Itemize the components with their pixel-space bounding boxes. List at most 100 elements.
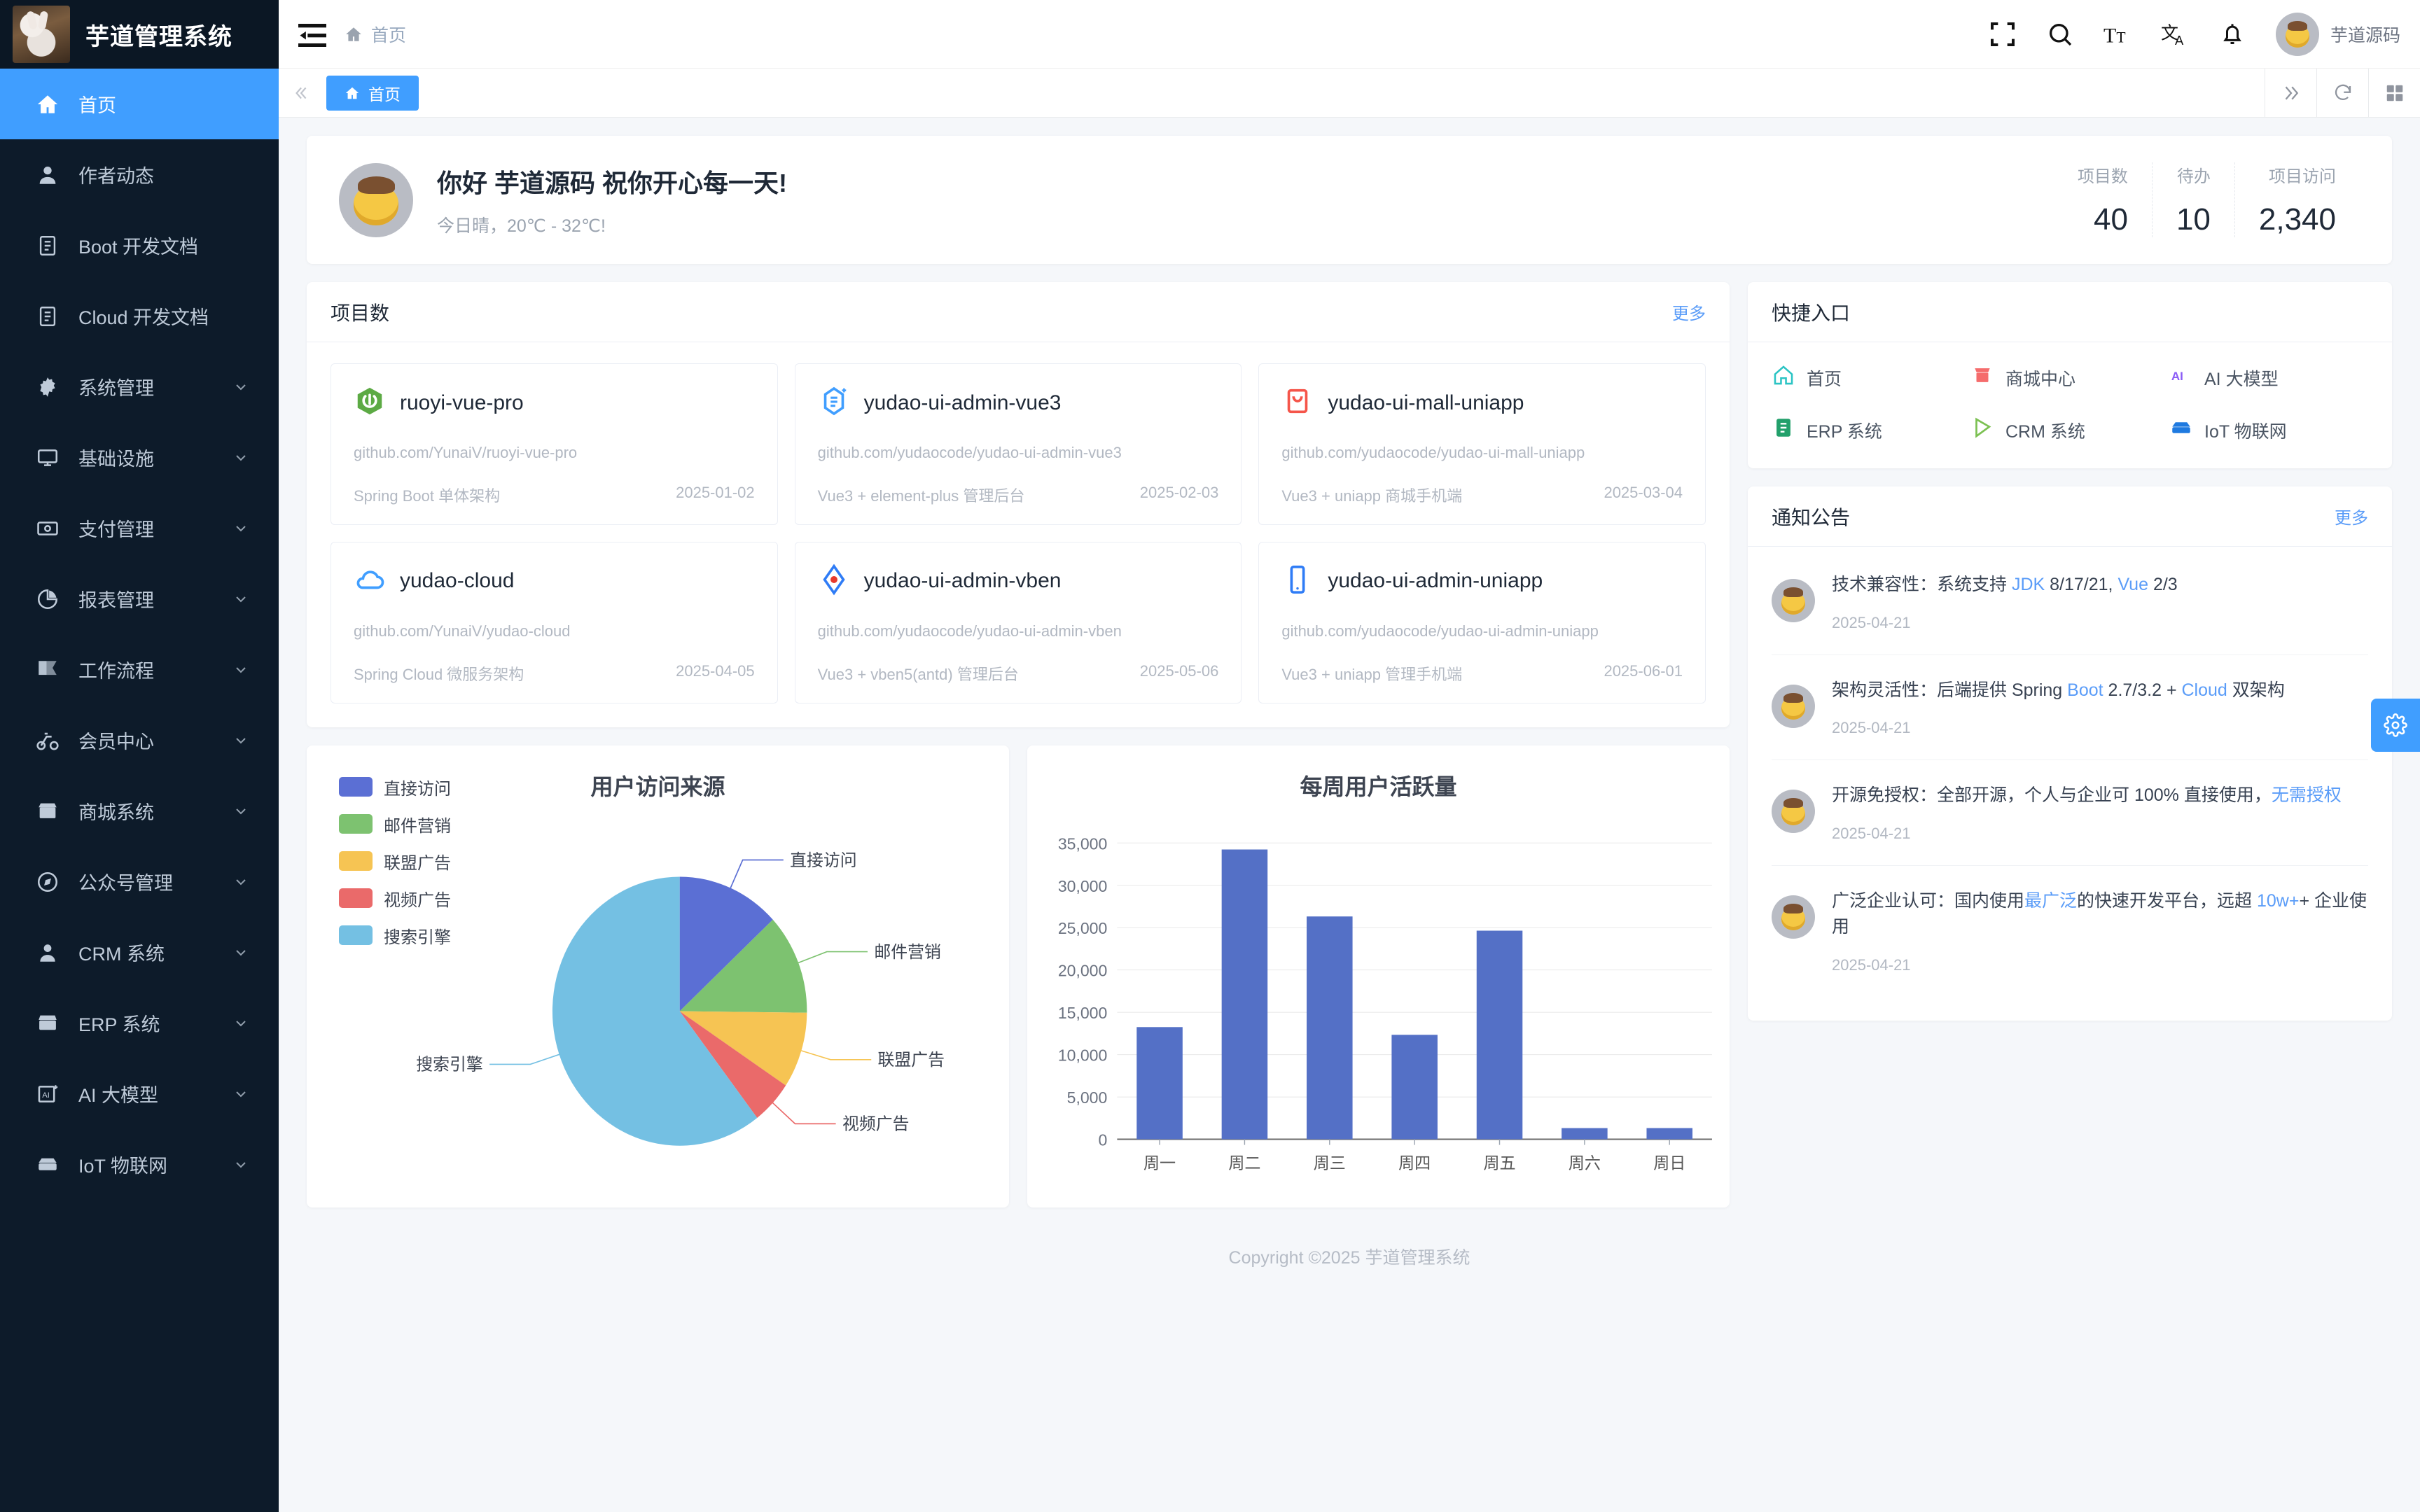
notice-avatar — [1772, 790, 1815, 833]
legend-label: 视频广告 — [384, 890, 451, 910]
sidebar: 芋道管理系统 首页 作者动态 Boot 开发文档 Cloud 开发文档系统管理基础设施… — [0, 0, 279, 1512]
quick-access-title: 快捷入口 — [1772, 302, 1851, 324]
tab-home[interactable]: 首页 — [326, 75, 419, 111]
sidebar-item-label: 工作流程 — [78, 661, 154, 682]
bar — [1562, 1128, 1608, 1140]
legend-swatch — [339, 814, 373, 834]
sidebar-item-15[interactable]: IoT 物联网 — [0, 1129, 279, 1200]
legend-item[interactable]: 直接访问 — [339, 775, 451, 799]
project-header: yudao-ui-admin-vue3 — [818, 385, 1219, 421]
charts-row: 直接访问 邮件营销 联盟广告 视频广告 搜索引擎 用户访问来源 直接访问 邮件营销 联盟广告… — [307, 745, 1730, 1208]
project-card[interactable]: yudao-cloud github.com/YunaiV/yudao-cloud… — [331, 541, 778, 704]
sidebar-item-11[interactable]: 公众号管理 — [0, 846, 279, 917]
bell-icon[interactable] — [2218, 20, 2246, 48]
notices-more-link[interactable]: 更多 — [2335, 509, 2368, 528]
sidebar-item-7[interactable]: 报表管理 — [0, 564, 279, 634]
project-date: 2025-01-02 — [676, 483, 755, 501]
sidebar-item-14[interactable]: AI AI 大模型 — [0, 1058, 279, 1129]
project-card[interactable]: yudao-ui-admin-vben github.com/yudaocode/… — [794, 541, 1242, 704]
sidebar-item-label: 基础设施 — [78, 449, 154, 470]
notice-text: 技术兼容性：系统支持 JDK 8/17/21, Vue 2/3 — [1832, 575, 2178, 594]
project-card[interactable]: ruoyi-vue-pro github.com/YunaiV/ruoyi-vue… — [331, 363, 778, 525]
banner-stats: 项目数 40 待办 10 项目访问 2,340 — [2054, 162, 2360, 237]
svg-text:周日: 周日 — [1653, 1154, 1685, 1172]
project-url: github.com/yudaocode/yudao-ui-admin-vue3 — [817, 444, 1122, 461]
bar-chart-title: 每周用户活跃量 — [1300, 774, 1457, 799]
sidebar-item-9[interactable]: 会员中心 — [0, 705, 279, 776]
money-icon — [34, 514, 62, 542]
sidebar-item-label: 商城系统 — [78, 802, 154, 823]
svg-text:15,000: 15,000 — [1058, 1004, 1108, 1022]
vue-element-icon — [818, 385, 850, 421]
legend-item[interactable]: 邮件营销 — [339, 812, 451, 836]
greeting-text: 你好 芋道源码 祝你开心每一天! — [437, 168, 787, 197]
grid-icon[interactable] — [2368, 68, 2420, 118]
legend-item[interactable]: 联盟广告 — [339, 849, 451, 874]
sidebar-logo[interactable]: 芋道管理系统 — [0, 0, 279, 69]
sidebar-item-6[interactable]: 支付管理 — [0, 493, 279, 564]
svg-text:35,000: 35,000 — [1058, 834, 1108, 853]
sidebar-item-5[interactable]: 基础设施 — [0, 422, 279, 493]
quick-access-header: 快捷入口 — [1748, 282, 2392, 342]
user-menu[interactable]: 芋道源码 — [2275, 12, 2400, 56]
tabbar: 首页 — [279, 68, 2420, 118]
projects-more-link[interactable]: 更多 — [1672, 304, 1706, 323]
svg-text:周一: 周一 — [1143, 1154, 1176, 1172]
document-icon — [34, 232, 62, 260]
projects-body: ruoyi-vue-pro github.com/YunaiV/ruoyi-vue… — [307, 342, 1730, 727]
sidebar-item-1[interactable]: 作者动态 — [0, 139, 279, 210]
tab-scroll-left-icon[interactable] — [279, 69, 322, 118]
projects-grid: ruoyi-vue-pro github.com/YunaiV/ruoyi-vue… — [331, 363, 1706, 704]
svg-text:文: 文 — [2161, 22, 2178, 43]
project-card[interactable]: yudao-ui-admin-vue3 github.com/yudaocode/… — [794, 363, 1242, 525]
legend-item[interactable]: 视频广告 — [339, 886, 451, 911]
avatar — [2275, 12, 2319, 56]
settings-gear-fab[interactable] — [2371, 699, 2420, 752]
quick-link-4[interactable]: CRM 系统 — [1970, 416, 2169, 444]
notice-item[interactable]: 架构灵活性：后端提供 Spring Boot 2.7/3.2 + Cloud 双… — [1772, 655, 2368, 760]
quick-link-1[interactable]: 商城中心 — [1970, 363, 2169, 392]
sidebar-item-10[interactable]: 商城系统 — [0, 776, 279, 846]
project-card[interactable]: yudao-ui-admin-uniapp github.com/yudaocod… — [1258, 541, 1706, 704]
app-title: 芋道管理系统 — [85, 23, 232, 50]
right-column: 快捷入口 首页 商城中心 AI AI 大模型 ERP 系统 CRM 系统 IoT 物联网 通… — [1748, 282, 2392, 1021]
notices-card: 通知公告 更多 技术兼容性：系统支持 JDK 8/17/21, Vue 2/3 2… — [1748, 486, 2392, 1021]
sidebar-item-12[interactable]: CRM 系统 — [0, 917, 279, 988]
quick-link-2[interactable]: AI AI 大模型 — [2169, 363, 2368, 392]
sidebar-item-2[interactable]: Boot 开发文档 — [0, 210, 279, 281]
svg-text:A: A — [2175, 33, 2184, 48]
sidebar-item-8[interactable]: 工作流程 — [0, 634, 279, 705]
project-card[interactable]: yudao-ui-mall-uniapp github.com/yudaocode… — [1258, 363, 1706, 525]
sidebar-item-label: 系统管理 — [78, 378, 154, 399]
sidebar-item-13[interactable]: ERP 系统 — [0, 988, 279, 1058]
spring-boot-icon — [354, 385, 386, 421]
mall-icon — [1281, 385, 1314, 421]
sidebar-item-4[interactable]: 系统管理 — [0, 351, 279, 422]
menu-toggle-icon[interactable] — [298, 23, 326, 47]
search-icon[interactable] — [2046, 20, 2074, 48]
breadcrumb[interactable]: 首页 — [345, 22, 406, 47]
svg-text:周二: 周二 — [1228, 1154, 1260, 1172]
chevron-double-right-icon[interactable] — [2265, 68, 2316, 118]
project-date: 2025-04-05 — [676, 662, 755, 680]
project-name: yudao-ui-admin-uniapp — [1328, 569, 1543, 593]
legend-item[interactable]: 搜索引擎 — [339, 923, 451, 948]
sidebar-item-3[interactable]: Cloud 开发文档 — [0, 281, 279, 351]
vben-icon — [818, 564, 850, 599]
notice-item[interactable]: 技术兼容性：系统支持 JDK 8/17/21, Vue 2/3 2025-04-2… — [1772, 550, 2368, 655]
notice-item[interactable]: 广泛企业认可：国内使用最广泛的快速开发平台，远超 10w++ 企业使用 2025-… — [1772, 866, 2368, 997]
quick-link-label: IoT 物联网 — [2204, 421, 2287, 442]
shop-icon — [34, 797, 62, 825]
fullscreen-icon[interactable] — [1989, 20, 2017, 48]
quick-link-5[interactable]: IoT 物联网 — [2169, 416, 2368, 444]
quick-link-0[interactable]: 首页 — [1772, 363, 1970, 392]
sidebar-item-0[interactable]: 首页 — [0, 69, 279, 139]
refresh-icon[interactable] — [2316, 68, 2368, 118]
pie-chart-icon — [34, 585, 62, 613]
quick-link-3[interactable]: ERP 系统 — [1772, 416, 1970, 444]
svg-text:AI: AI — [42, 1091, 50, 1099]
notice-item[interactable]: 开源免授权：全部开源，个人与企业可 100% 直接使用，无需授权 2025-04-… — [1772, 760, 2368, 866]
